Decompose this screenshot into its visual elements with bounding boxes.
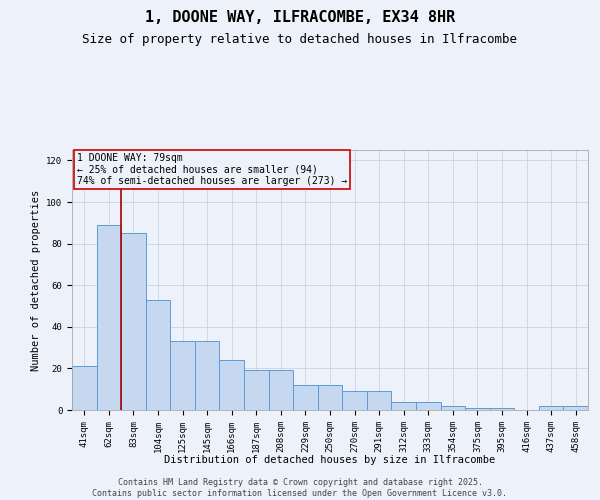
- Bar: [293, 385, 318, 410]
- Bar: [367, 392, 391, 410]
- Text: Size of property relative to detached houses in Ilfracombe: Size of property relative to detached ho…: [83, 32, 517, 46]
- Text: 1, DOONE WAY, ILFRACOMBE, EX34 8HR: 1, DOONE WAY, ILFRACOMBE, EX34 8HR: [145, 10, 455, 25]
- Bar: [391, 402, 416, 410]
- Y-axis label: Number of detached properties: Number of detached properties: [31, 190, 41, 370]
- Text: Distribution of detached houses by size in Ilfracombe: Distribution of detached houses by size …: [164, 455, 496, 465]
- Bar: [416, 402, 440, 410]
- Bar: [146, 300, 170, 410]
- Bar: [170, 342, 195, 410]
- Bar: [563, 406, 588, 410]
- Bar: [244, 370, 269, 410]
- Bar: [220, 360, 244, 410]
- Bar: [269, 370, 293, 410]
- Bar: [97, 225, 121, 410]
- Bar: [490, 408, 514, 410]
- Bar: [465, 408, 490, 410]
- Bar: [342, 392, 367, 410]
- Bar: [318, 385, 342, 410]
- Text: Contains HM Land Registry data © Crown copyright and database right 2025.
Contai: Contains HM Land Registry data © Crown c…: [92, 478, 508, 498]
- Bar: [195, 342, 220, 410]
- Bar: [72, 366, 97, 410]
- Bar: [539, 406, 563, 410]
- Bar: [440, 406, 465, 410]
- Text: 1 DOONE WAY: 79sqm
← 25% of detached houses are smaller (94)
74% of semi-detache: 1 DOONE WAY: 79sqm ← 25% of detached hou…: [77, 152, 347, 186]
- Bar: [121, 233, 146, 410]
